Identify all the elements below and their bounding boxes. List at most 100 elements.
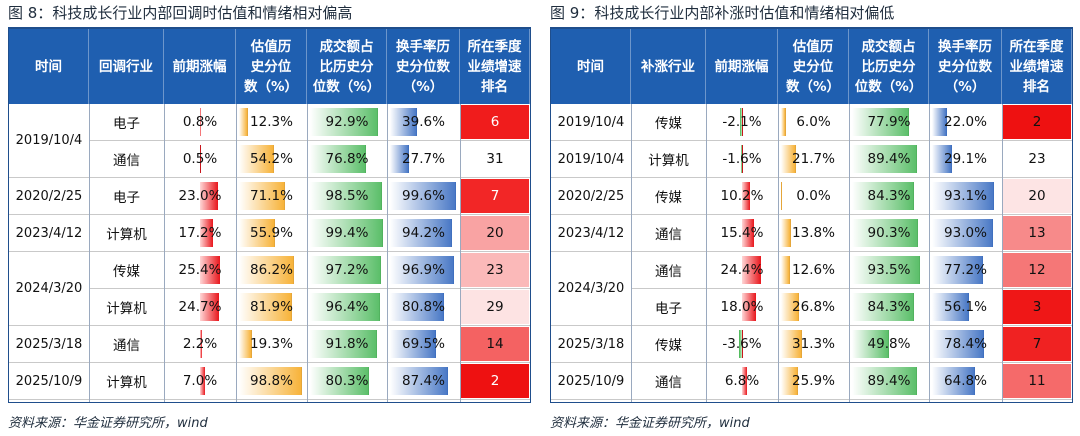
earnings-rank-cell: 23 <box>460 252 530 288</box>
column-separator <box>164 104 165 402</box>
prior-gain-value: 6.8% <box>724 373 760 389</box>
volume-share-percentile-bar <box>852 182 914 210</box>
valuation-percentile-value: 54.2% <box>250 151 293 167</box>
volume-share-percentile-cell: 49.8% <box>849 326 929 362</box>
turnover-percentile-cell: 78.4% <box>929 326 1002 362</box>
industry-cell: 传媒 <box>655 190 682 206</box>
column-separator <box>631 104 632 402</box>
turnover-percentile-bar <box>932 219 994 247</box>
volume-share-percentile-value: 91.8% <box>325 336 369 352</box>
earnings-rank-value: 7 <box>1003 327 1071 361</box>
table-row: 电子 18.0% 26.8% 84.3% 56.1% 3 <box>551 289 1072 326</box>
industry-cell: 传媒 <box>655 338 682 354</box>
figure-9-label: 图 9： <box>550 4 595 22</box>
table-header: 时间 补涨行业 前期涨幅 估值历 史分位 数（%） 成交额占 比历史分 位数（%） 换手率… <box>551 29 1072 104</box>
valuation-percentile-cell: 6.0% <box>778 104 849 140</box>
turnover-percentile-cell: 94.2% <box>387 215 460 251</box>
figure-9-title: 图 9：科技成长行业内部补涨时估值和情绪相对偏低 <box>550 0 894 26</box>
figure-8-source: 资料来源：华金证券研究所，wind <box>8 416 208 431</box>
table-row: 通信 15.4% 13.8% 90.3% 93.0% 13 <box>551 215 1072 252</box>
volume-share-percentile-value: 84.3% <box>867 188 911 204</box>
turnover-percentile-value: 93.0% <box>944 225 987 241</box>
prior-gain-bar <box>200 182 218 210</box>
earnings-rank-cell: 12 <box>1002 252 1072 288</box>
turnover-percentile-cell: 80.8% <box>387 289 460 325</box>
valuation-percentile-cell: 81.9% <box>236 289 307 325</box>
prior-gain-value: 18.0% <box>720 299 764 315</box>
volume-share-percentile-bar <box>852 330 889 358</box>
turnover-percentile-value: 64.8% <box>944 373 987 389</box>
valuation-percentile-value: 86.2% <box>250 262 293 278</box>
prior-gain-cell: -2.1% <box>706 104 778 140</box>
industry-cell: 通信 <box>113 338 140 354</box>
date-cell: 2019/10/4 <box>551 104 631 141</box>
industry-cell: 计算机 <box>106 301 147 317</box>
turnover-percentile-value: 93.1% <box>944 188 987 204</box>
industry-cell: 电子 <box>113 116 140 132</box>
volume-share-percentile-value: 77.9% <box>867 114 911 130</box>
turnover-percentile-value: 77.2% <box>944 262 987 278</box>
industry-cell: 传媒 <box>655 116 682 132</box>
prior-gain-bar <box>739 330 742 358</box>
volume-share-percentile-value: 97.2% <box>325 262 369 278</box>
prior-gain-cell: 23.0% <box>164 178 236 214</box>
valuation-percentile-value: 31.3% <box>792 336 835 352</box>
header-cell: 时间 <box>551 29 631 104</box>
date-cell: 2024/3/20 <box>9 252 89 326</box>
header-cell: 所在季度 业绩增速 排名 <box>460 29 530 104</box>
prior-gain-value: 24.7% <box>178 299 222 315</box>
prior-gain-cell: 2.2% <box>164 326 236 362</box>
prior-gain-cell: 17.2% <box>164 215 236 251</box>
turnover-percentile-value: 80.8% <box>402 299 445 315</box>
prior-gain-value: 7.0% <box>182 373 218 389</box>
table-header: 时间 回调行业 前期涨幅 估值历 史分位 数（%） 成交额占 比历史分 位数（%） 换手率… <box>9 29 530 104</box>
prior-gain-bar <box>742 293 756 321</box>
earnings-rank-cell: 3 <box>1002 289 1072 325</box>
valuation-percentile-value: 26.8% <box>792 299 835 315</box>
valuation-percentile-value: 12.6% <box>792 262 835 278</box>
valuation-percentile-value: 25.9% <box>792 373 835 389</box>
turnover-percentile-value: 94.2% <box>402 225 445 241</box>
volume-share-percentile-bar <box>852 256 921 284</box>
header-cell: 换手率历 史分位数 （%） <box>929 29 1002 104</box>
prior-gain-bar <box>200 108 201 136</box>
earnings-rank-cell: 6 <box>460 104 530 140</box>
earnings-rank-cell: 2 <box>460 363 530 399</box>
volume-share-percentile-value: 80.3% <box>325 373 369 389</box>
figure-8-table: 时间 回调行业 前期涨幅 估值历 史分位 数（%） 成交额占 比历史分 位数（%） 换手率… <box>8 27 531 403</box>
volume-share-percentile-value: 99.4% <box>325 225 369 241</box>
date-cell: 2025/3/18 <box>9 326 89 363</box>
earnings-rank-value: 20 <box>1003 179 1071 213</box>
table-row: 通信 24.4% 12.6% 93.5% 77.2% 12 <box>551 252 1072 289</box>
turnover-percentile-cell: 99.6% <box>387 178 460 214</box>
earnings-rank-cell: 20 <box>1002 178 1072 214</box>
turnover-percentile-bar <box>390 219 453 247</box>
volume-share-percentile-cell: 98.5% <box>307 178 387 214</box>
header-cell: 所在季度 业绩增速 排名 <box>1002 29 1072 104</box>
date-cell: 2023/4/12 <box>551 215 631 252</box>
industry-cell: 计算机 <box>648 153 689 169</box>
industry-cell: 电子 <box>113 190 140 206</box>
column-separator <box>387 104 388 402</box>
earnings-rank-value: 3 <box>1003 290 1071 324</box>
valuation-percentile-cell: 98.8% <box>236 363 307 399</box>
turnover-percentile-value: 29.1% <box>944 151 987 167</box>
table-row: 传媒 10.2% 0.0% 84.3% 93.1% 20 <box>551 178 1072 215</box>
header-cell: 前期涨幅 <box>164 29 236 104</box>
volume-share-percentile-bar <box>310 145 367 173</box>
prior-gain-bar <box>200 293 219 321</box>
prior-gain-value: 0.5% <box>182 151 218 167</box>
volume-share-percentile-bar <box>310 256 381 284</box>
turnover-percentile-value: 69.5% <box>402 336 445 352</box>
volume-share-percentile-bar <box>852 108 910 136</box>
turnover-percentile-cell: 93.1% <box>929 178 1002 214</box>
volume-share-percentile-cell: 89.4% <box>849 363 929 399</box>
earnings-rank-value: 31 <box>461 142 529 176</box>
prior-gain-value: 25.4% <box>178 262 222 278</box>
turnover-percentile-cell: 77.2% <box>929 252 1002 288</box>
figure-9-source: 资料来源：华金证券研究所，wind <box>550 416 750 431</box>
prior-gain-bar <box>200 330 202 358</box>
earnings-rank-cell: 7 <box>460 178 530 214</box>
earnings-rank-value: 2 <box>461 364 529 398</box>
turnover-percentile-bar <box>390 330 437 358</box>
